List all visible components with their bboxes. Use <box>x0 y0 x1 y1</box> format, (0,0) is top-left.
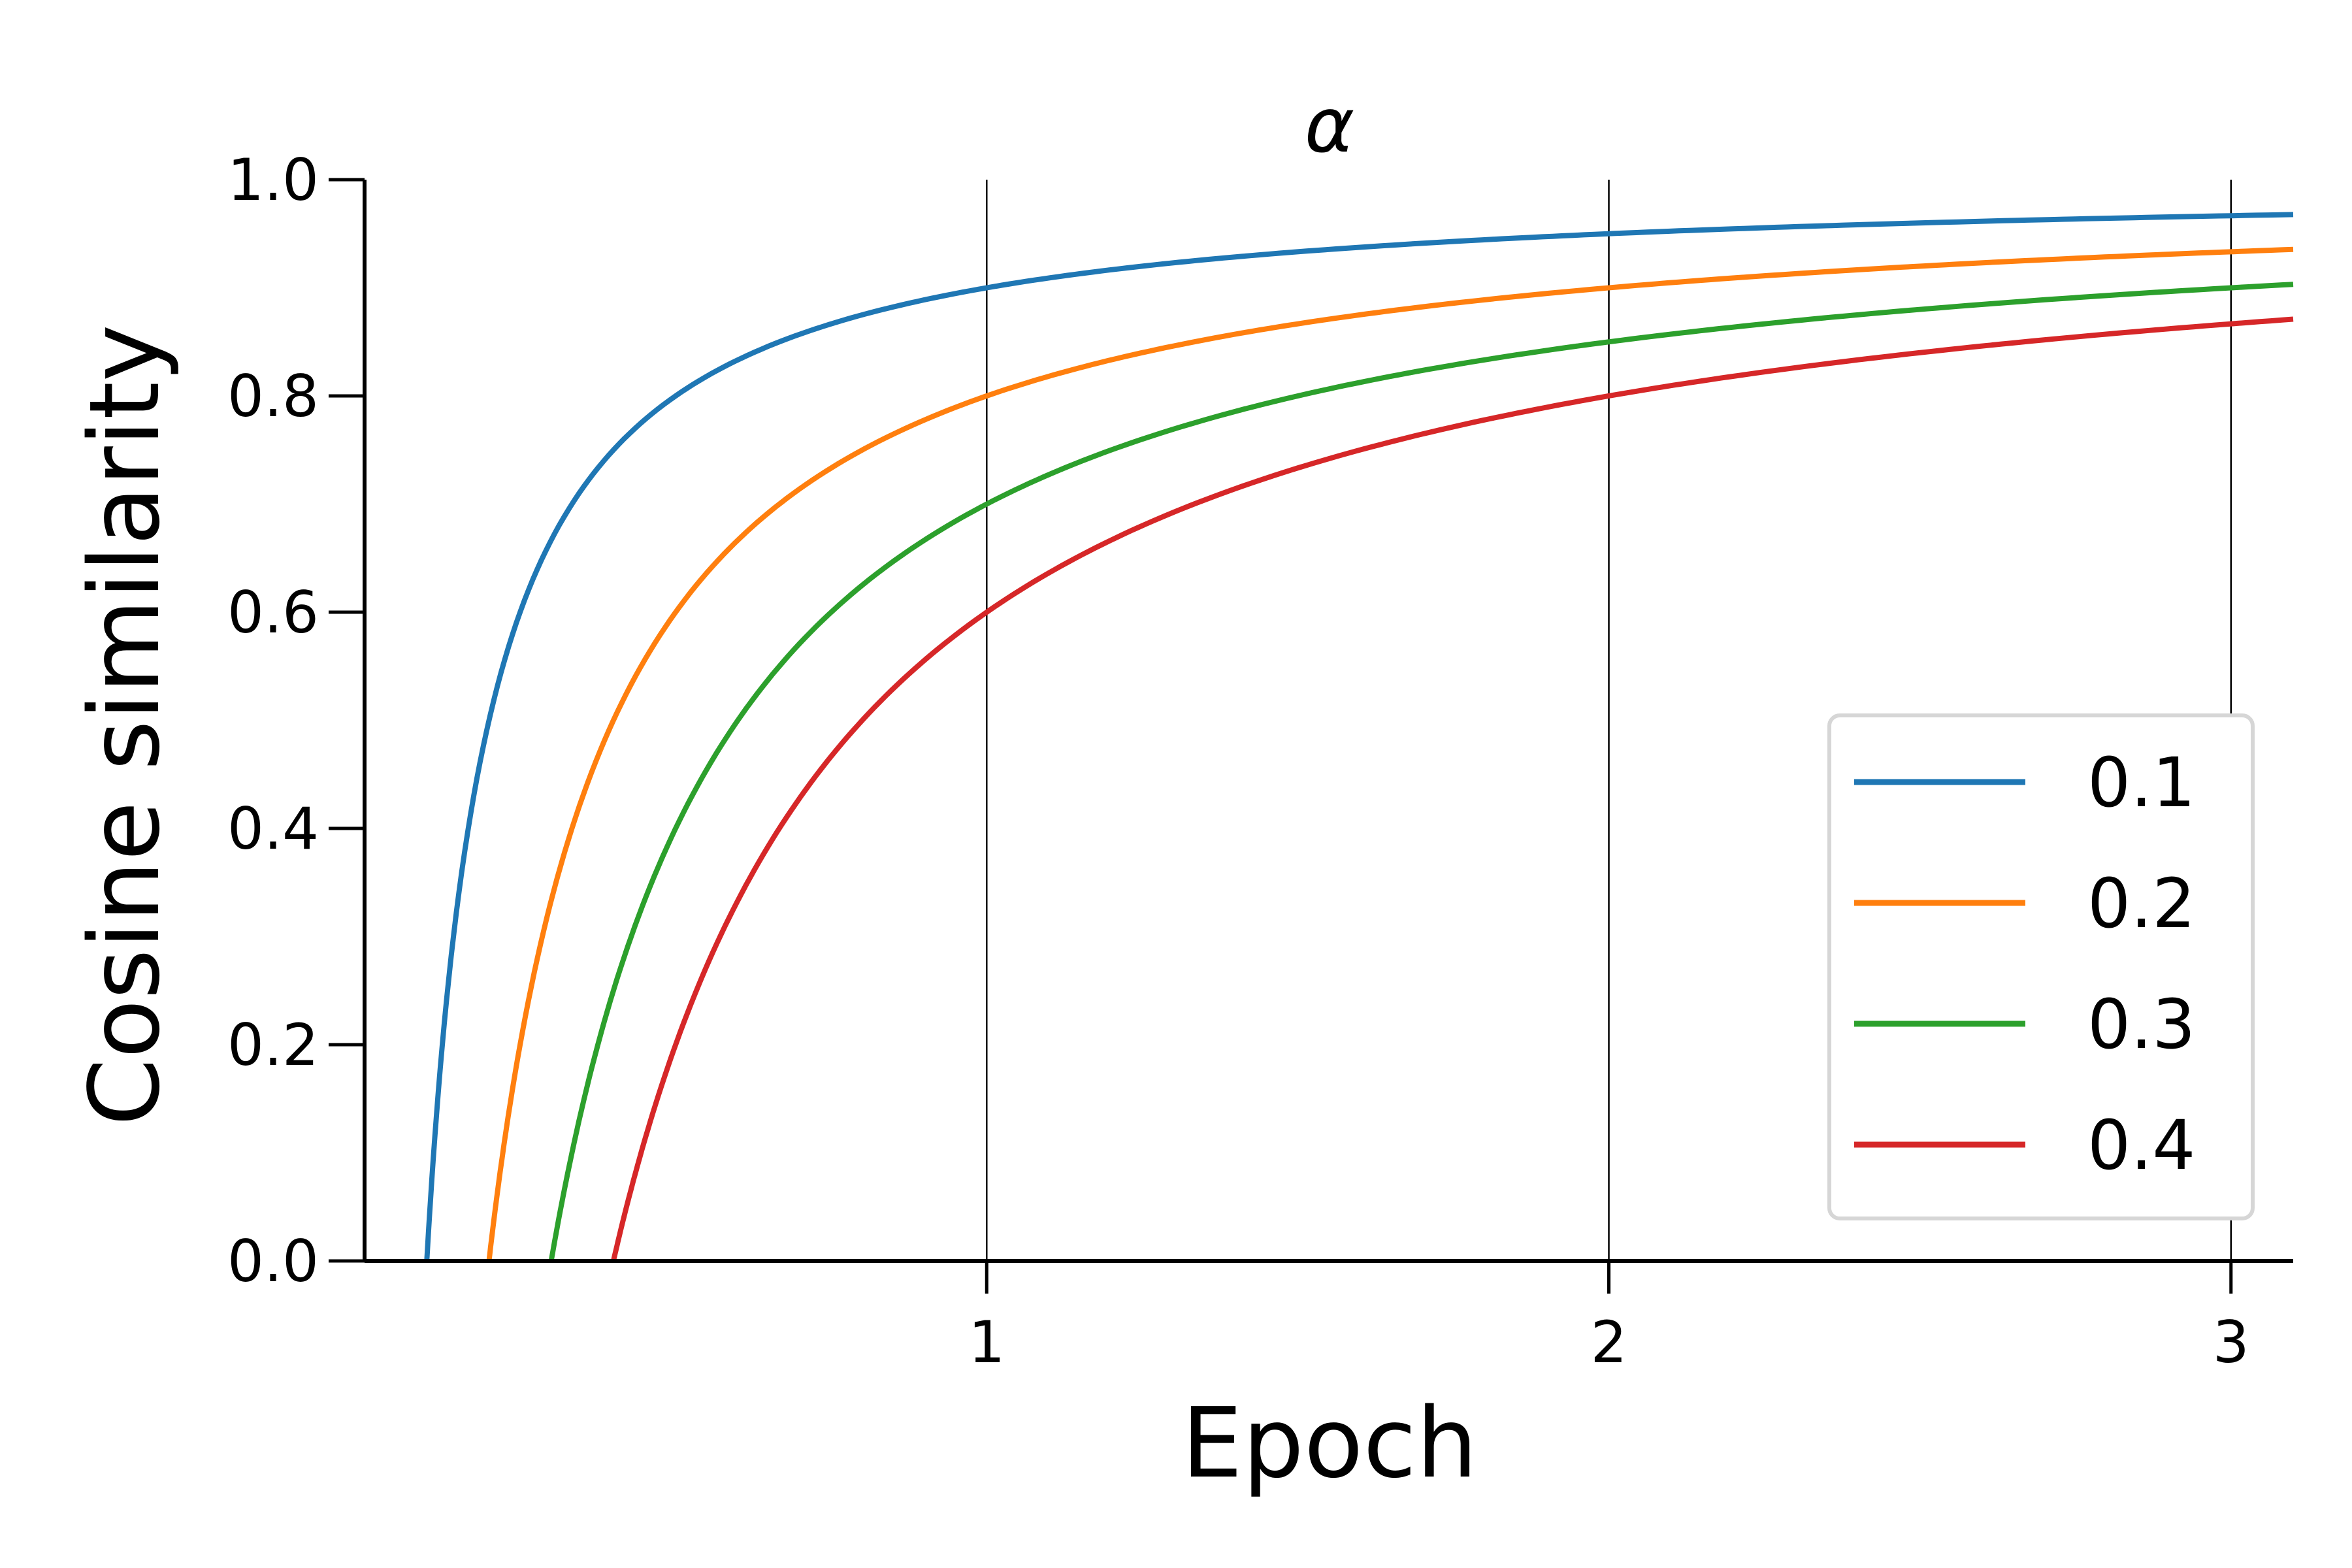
x-tick-label: 2 <box>1591 1309 1627 1376</box>
y-tick-label: 1.0 <box>227 146 319 214</box>
series-line-0.2 <box>486 246 2294 1262</box>
legend-box <box>1827 713 2255 1220</box>
y-tick-label: 0.6 <box>227 579 319 646</box>
series-line-0.1 <box>424 212 2294 1262</box>
legend-label: 0.1 <box>2087 743 2195 823</box>
tick-marks: 1 2 3 0.0 0.2 0.4 0.6 0.8 1.0 <box>227 146 2249 1376</box>
legend-label: 0.4 <box>2087 1105 2195 1185</box>
y-tick-label: 0.8 <box>227 363 319 430</box>
y-tick-label: 0.0 <box>227 1228 319 1295</box>
series-line-0.4 <box>611 316 2294 1263</box>
y-tick-label: 0.4 <box>227 795 319 862</box>
series-lines <box>424 212 2294 1263</box>
series-line-0.3 <box>548 282 2294 1262</box>
legend: 0.1 0.2 0.3 0.4 <box>1827 713 2255 1220</box>
axes <box>363 180 2293 1263</box>
legend-label: 0.3 <box>2087 985 2195 1064</box>
legend-label: 0.2 <box>2087 864 2195 943</box>
x-tick-label: 3 <box>2213 1309 2249 1376</box>
x-tick-label: 1 <box>968 1309 1005 1376</box>
y-axis-title: Cosine similarity <box>69 325 181 1126</box>
y-tick-label: 0.2 <box>227 1011 319 1079</box>
chart-title: α <box>1305 82 1354 170</box>
x-axis-title: Epoch <box>1181 1387 1477 1499</box>
